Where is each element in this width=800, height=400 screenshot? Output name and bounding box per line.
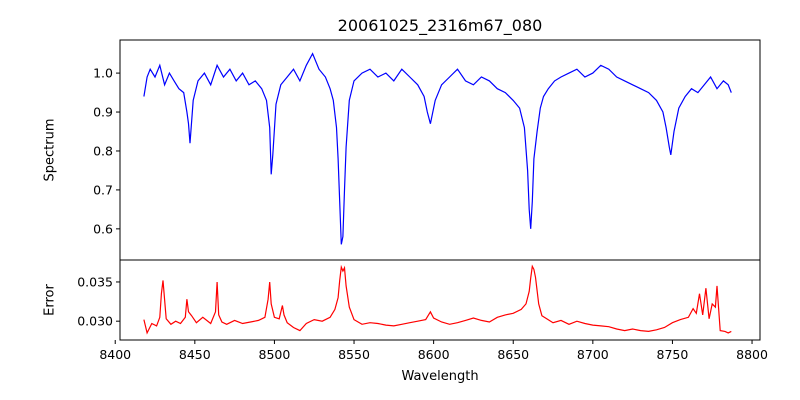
x-tick-label: 8700 bbox=[577, 347, 609, 362]
wavelength-x-ticks: 8400 8450 8500 8550 8600 8650 8700 8750 8800 bbox=[99, 340, 768, 362]
spectrum-y-tick-label: 0.9 bbox=[93, 105, 113, 120]
x-tick-label: 8600 bbox=[418, 347, 450, 362]
error-y-tick-label: 0.035 bbox=[77, 274, 113, 289]
x-tick-label: 8500 bbox=[259, 347, 291, 362]
x-axis-label: Wavelength bbox=[401, 369, 478, 384]
error-y-tick-label: 0.030 bbox=[77, 314, 113, 329]
x-tick-label: 8650 bbox=[497, 347, 529, 362]
spectrum-y-label: Spectrum bbox=[43, 119, 58, 182]
spectrum-y-tick-label: 0.8 bbox=[93, 143, 113, 158]
error-y-label: Error bbox=[43, 284, 58, 316]
spectrum-y-ticks: 0.6 0.7 0.8 0.9 1.0 bbox=[93, 66, 120, 236]
spectrum-axes-frame bbox=[119, 39, 761, 261]
x-tick-label: 8450 bbox=[179, 347, 211, 362]
x-tick-label: 8550 bbox=[338, 347, 370, 362]
spectrum-line bbox=[143, 52, 732, 245]
error-line bbox=[143, 264, 732, 335]
spectrum-panel: 0.6 0.7 0.8 0.9 1.0 Spectrum bbox=[43, 39, 761, 261]
x-tick-label: 8750 bbox=[657, 347, 689, 362]
x-tick-label: 8800 bbox=[736, 347, 768, 362]
chart-title: 20061025_2316m67_080 bbox=[338, 16, 543, 36]
error-y-ticks: 0.030 0.035 bbox=[77, 274, 120, 329]
spectrum-y-tick-label: 1.0 bbox=[93, 66, 113, 81]
spectrum-y-tick-label: 0.6 bbox=[93, 221, 113, 236]
error-axes-frame bbox=[119, 259, 761, 341]
spectrum-y-tick-label: 0.7 bbox=[93, 182, 113, 197]
x-tick-label: 8400 bbox=[99, 347, 131, 362]
